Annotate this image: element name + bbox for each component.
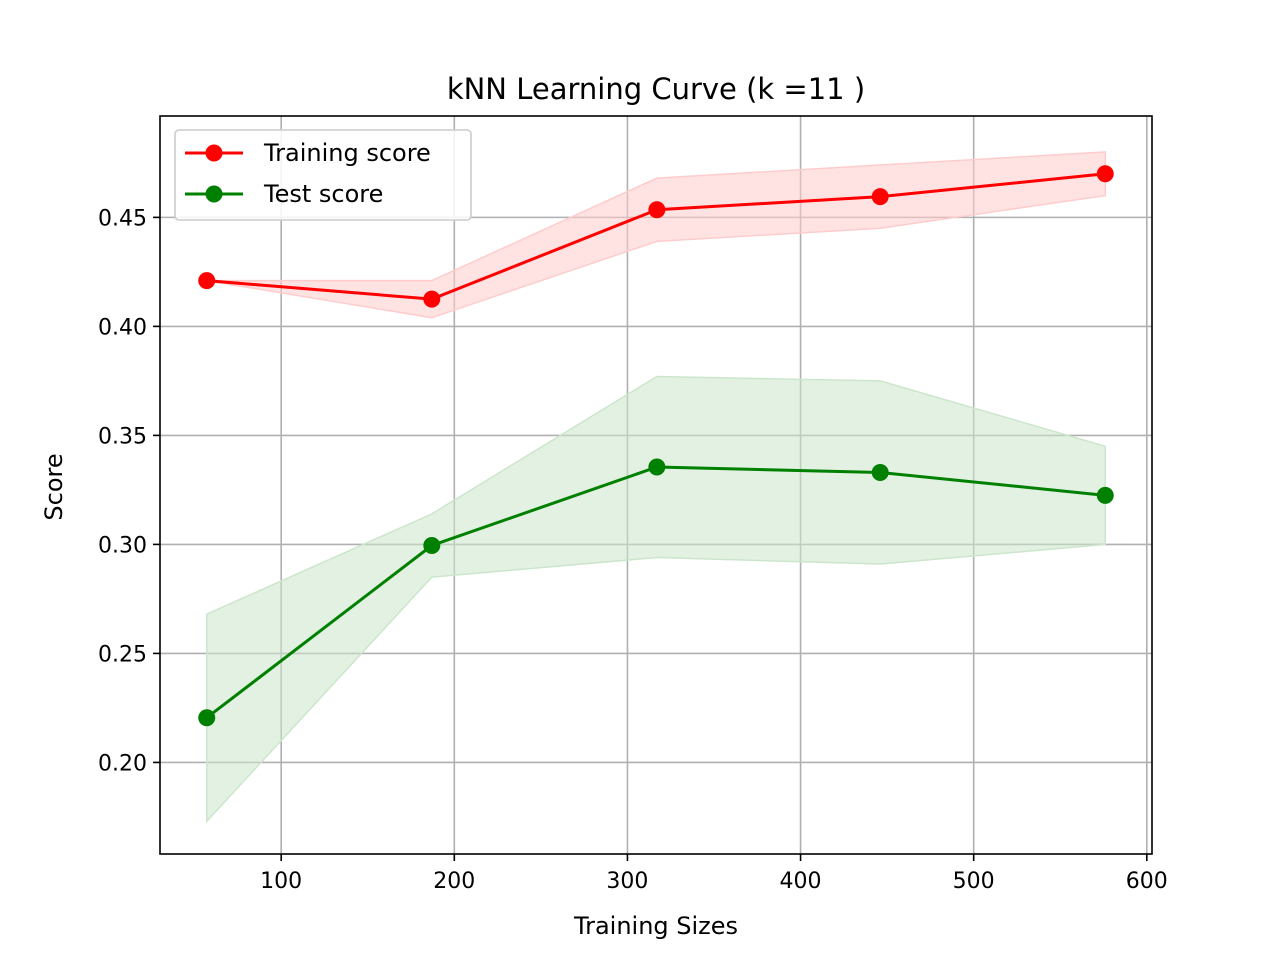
x-tick-label: 200 <box>433 869 475 894</box>
training-score-point <box>423 290 441 308</box>
confidence-bands <box>205 151 1107 824</box>
test-score-band <box>205 375 1107 824</box>
y-tick-label: 0.35 <box>98 424 147 449</box>
y-tick-label: 0.30 <box>98 533 147 558</box>
y-axis-label: Score <box>40 453 68 520</box>
y-axis-ticks: 0.20 0.25 0.30 0.35 0.40 0.45 <box>98 206 160 776</box>
x-tick-label: 500 <box>953 869 995 894</box>
test-score-point <box>871 463 889 481</box>
series-points <box>198 165 1114 727</box>
training-score-point <box>198 272 216 290</box>
training-score-point <box>871 188 889 206</box>
training-score-point <box>648 201 666 219</box>
test-score-legend-label: Test score <box>263 180 383 208</box>
y-tick-label: 0.45 <box>98 206 147 231</box>
test-score-point <box>1096 486 1114 504</box>
test-score-legend-marker <box>205 185 223 203</box>
x-axis-label: Training Sizes <box>573 912 738 940</box>
x-tick-label: 300 <box>606 869 648 894</box>
x-axis-ticks: 100 200 300 400 500 600 <box>260 854 1168 894</box>
test-score-point <box>198 709 216 727</box>
training-score-point <box>1096 165 1114 183</box>
x-tick-label: 400 <box>780 869 822 894</box>
x-tick-label: 100 <box>260 869 302 894</box>
test-score-point <box>648 458 666 476</box>
test-score-point <box>423 537 441 555</box>
y-tick-label: 0.20 <box>98 751 147 776</box>
training-score-legend-marker <box>205 144 223 162</box>
y-tick-label: 0.25 <box>98 642 147 667</box>
chart-title: kNN Learning Curve (k =11 ) <box>447 72 865 106</box>
legend: Training score Test score <box>174 129 472 221</box>
plot-frame <box>159 115 1153 855</box>
training-score-legend-label: Training score <box>263 139 431 167</box>
legend-box <box>174 129 472 221</box>
x-tick-label: 600 <box>1126 869 1168 894</box>
y-tick-label: 0.40 <box>98 315 147 340</box>
